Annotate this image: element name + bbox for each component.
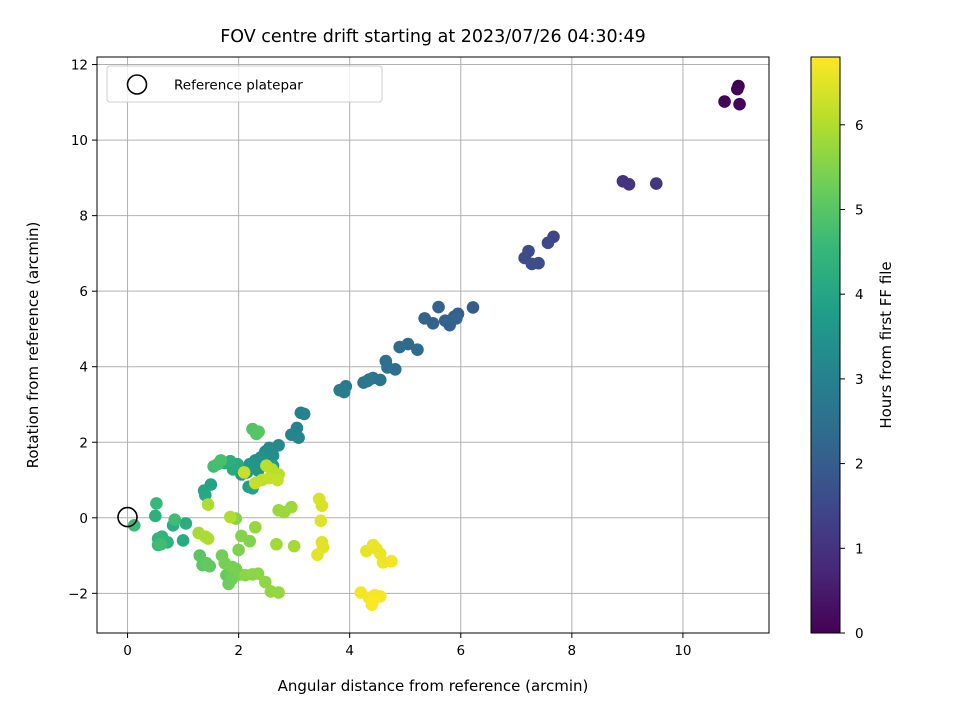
x-axis-label: Angular distance from reference (arcmin) (278, 677, 589, 695)
data-point (201, 498, 215, 511)
y-axis-ticks: −2 0 2 4 6 8 10 12 (68, 58, 97, 602)
data-point (649, 177, 663, 190)
data-point (235, 529, 248, 543)
data-point (154, 537, 168, 551)
x-axis-ticks: 0 2 4 6 8 10 (123, 633, 692, 659)
data-point (381, 361, 394, 374)
data-point (248, 476, 262, 490)
data-point (292, 431, 305, 445)
data-point (366, 594, 380, 608)
data-point (200, 556, 213, 570)
data-point (622, 177, 636, 191)
data-point (311, 548, 324, 562)
data-point (731, 82, 744, 96)
y-tick-label: 10 (71, 133, 88, 149)
data-point (232, 543, 245, 557)
colorbar-tick-label: 0 (855, 626, 864, 642)
colorbar-tick-label: 6 (855, 118, 864, 134)
reference-platepar-marker (117, 506, 138, 528)
colorbar-tick-label: 2 (855, 457, 864, 473)
data-point (285, 500, 298, 514)
data-point (223, 510, 237, 524)
legend-box (106, 65, 383, 103)
data-point (718, 95, 731, 108)
data-point (272, 438, 285, 452)
colorbar-tick-label: 3 (855, 372, 864, 388)
data-point (532, 256, 545, 270)
legend-entry-reference: Reference platepar (174, 78, 303, 94)
grid-lines (97, 57, 769, 633)
y-tick-label: 8 (79, 209, 88, 225)
data-point (149, 509, 162, 523)
data-point (272, 586, 285, 599)
colorbar-tick-label: 5 (855, 202, 864, 218)
data-point (287, 539, 301, 553)
data-point (385, 554, 398, 568)
data-point (337, 385, 351, 399)
y-axis-label: Rotation from reference (arcmin) (24, 222, 42, 469)
data-point (266, 449, 280, 462)
colorbar-gradient (810, 56, 841, 634)
data-points (127, 79, 746, 611)
data-point (127, 519, 141, 532)
data-point (225, 560, 239, 574)
data-point (237, 466, 251, 479)
data-point (246, 568, 259, 581)
data-point (466, 301, 480, 314)
x-tick-label: 2 (234, 643, 243, 659)
colorbar-ticks: 0 1 2 3 4 5 6 (840, 118, 864, 642)
data-point (258, 575, 272, 589)
data-point (271, 473, 284, 487)
x-tick-label: 10 (674, 643, 691, 659)
data-point (450, 312, 463, 325)
y-tick-label: 0 (79, 511, 88, 527)
y-tick-label: −2 (68, 586, 88, 602)
data-point (541, 236, 555, 250)
data-point (214, 454, 228, 467)
chart-title: FOV centre drift starting at 2023/07/26 … (220, 27, 646, 47)
x-tick-label: 6 (456, 643, 465, 659)
data-point (150, 497, 163, 510)
y-tick-label: 12 (71, 58, 88, 74)
data-point (168, 513, 182, 526)
data-point (432, 300, 445, 314)
colorbar: 0 1 2 3 4 5 6 Hours from first FF file (810, 56, 895, 642)
data-point (314, 514, 328, 528)
data-point (315, 499, 329, 513)
legend: Reference platepar (106, 65, 383, 103)
y-tick-label: 4 (79, 360, 88, 376)
data-point (260, 459, 273, 472)
data-point (297, 407, 311, 421)
data-point (176, 534, 190, 547)
legend-reference-marker (126, 74, 148, 95)
x-tick-label: 4 (345, 643, 354, 659)
data-point (366, 538, 380, 552)
x-tick-label: 8 (568, 643, 577, 659)
data-point (270, 537, 283, 551)
y-tick-label: 2 (79, 435, 88, 451)
y-tick-label: 6 (79, 284, 88, 300)
data-point (393, 340, 406, 354)
data-point (418, 312, 431, 325)
data-point (411, 343, 424, 357)
data-point (733, 97, 746, 111)
plot-frame (96, 56, 770, 634)
x-tick-label: 0 (123, 643, 132, 659)
colorbar-tick-label: 4 (855, 287, 864, 303)
colorbar-label: Hours from first FF file (877, 261, 895, 428)
data-point (223, 454, 237, 468)
data-point (201, 532, 215, 545)
colorbar-tick-label: 1 (855, 541, 864, 557)
data-point (198, 488, 212, 502)
data-point (362, 373, 376, 386)
data-point (248, 520, 262, 534)
data-point (179, 517, 193, 530)
data-point (252, 425, 265, 438)
